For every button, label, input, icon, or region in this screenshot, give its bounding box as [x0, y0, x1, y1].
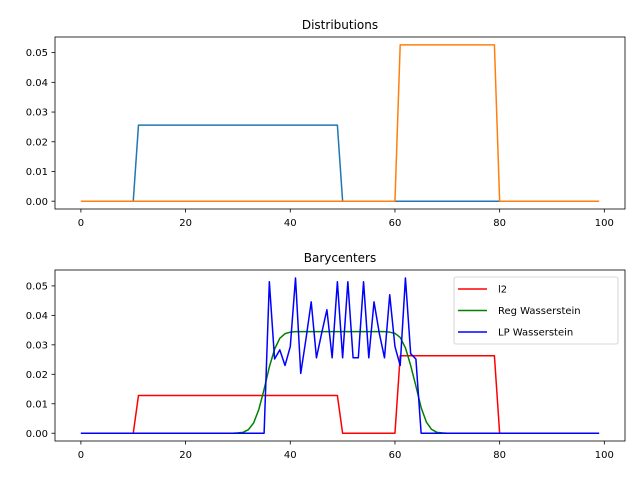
y-tick-label: 0.05 [26, 48, 48, 59]
x-tick-label: 100 [595, 450, 614, 461]
legend-box [453, 276, 619, 345]
y-tick-label: 0.01 [26, 399, 48, 410]
y-tick-label: 0.04 [26, 311, 48, 322]
x-tick-label: 60 [389, 450, 402, 461]
y-tick-label: 0.03 [26, 108, 48, 119]
y-tick-label: 0.00 [26, 429, 48, 440]
x-tick-label: 20 [179, 450, 192, 461]
x-tick-label: 40 [284, 218, 297, 229]
legend-label: Reg Wasserstein [498, 306, 581, 317]
series-line-lp-wasserstein [80, 277, 600, 434]
y-tick-label: 0.03 [26, 340, 48, 351]
x-tick-label: 20 [179, 218, 192, 229]
legend-label: LP Wasserstein [498, 328, 573, 339]
y-tick-label: 0.05 [26, 282, 48, 293]
y-tick-label: 0.00 [26, 197, 48, 208]
legend: l2 Reg Wasserstein LP Wasserstein [453, 276, 619, 345]
y-tick-label: 0.02 [26, 370, 48, 381]
barycenters-title: Barycenters [304, 251, 376, 265]
y-tick-label: 0.04 [26, 78, 48, 89]
axes-frame [54, 269, 626, 442]
x-tick-label: 0 [78, 450, 84, 461]
x-tick-label: 80 [493, 450, 506, 461]
distributions-axes: Distributions 0 20 40 60 80 100 0.00 0.01 0.02 0.… [26, 18, 626, 229]
axes-frame [54, 36, 626, 210]
legend-label: l2 [498, 285, 507, 296]
x-tick-label: 80 [493, 218, 506, 229]
y-tick-label: 0.02 [26, 137, 48, 148]
x-tick-label: 0 [78, 218, 84, 229]
series-line-1 [80, 44, 600, 202]
x-tick-label: 40 [284, 450, 297, 461]
y-tick-label: 0.01 [26, 167, 48, 178]
distributions-title: Distributions [302, 18, 378, 32]
x-tick-label: 60 [389, 218, 402, 229]
x-tick-label: 100 [595, 218, 614, 229]
barycenters-axes: Barycenters 0 20 40 60 80 100 0.00 0.01 0.02 0.03… [26, 251, 626, 461]
